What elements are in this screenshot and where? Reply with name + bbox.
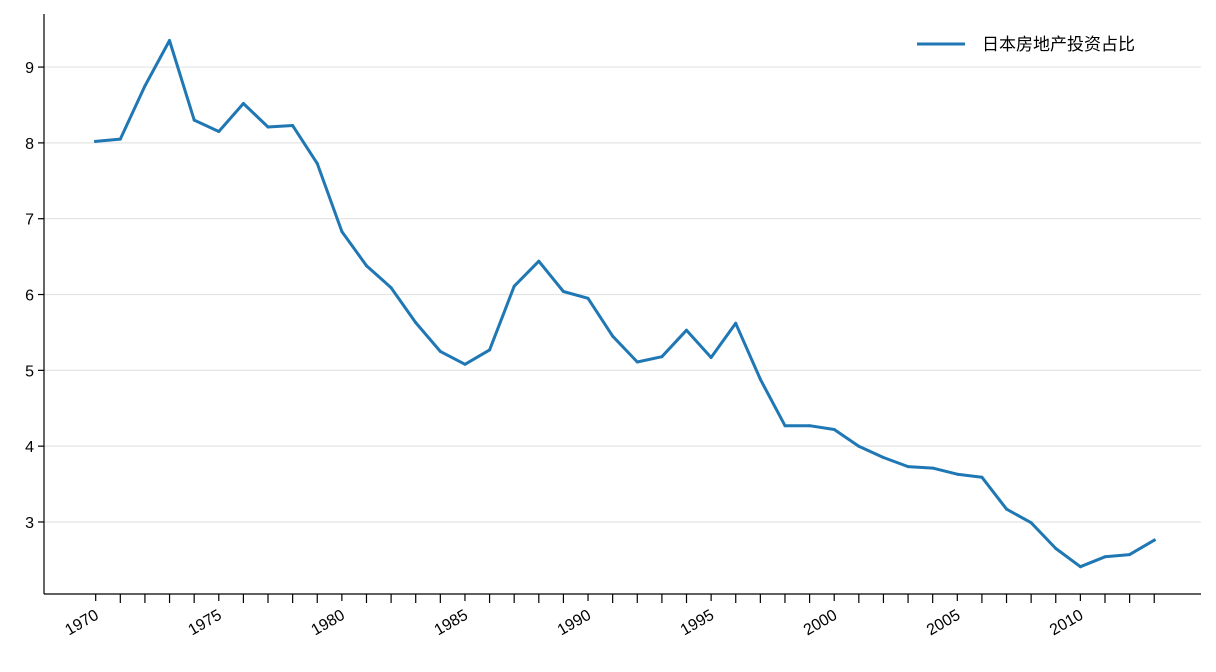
data-point-1992 [635,360,639,364]
data-point-2011 [1103,555,1107,559]
data-point-2010 [1078,565,1082,569]
data-point-1998 [783,424,787,428]
y-tick-label-7: 7 [25,212,34,229]
data-point-1981 [365,264,368,268]
x-tick-label-1990: 1990 [555,607,594,640]
data-point-1991 [611,334,615,338]
data-point-1983 [414,321,418,325]
legend: 日本房地产投资占比 [917,35,1135,55]
data-point-1980 [340,230,344,234]
x-tick-label-2010: 2010 [1047,607,1086,640]
x-tick-label-2000: 2000 [801,607,840,640]
data-point-1995 [709,356,713,359]
data-point-1977 [266,125,270,129]
data-point-1978 [291,124,295,127]
series-layer [94,39,1157,569]
data-point-1975 [217,130,221,133]
data-point-1970 [94,139,98,143]
y-tick-label-9: 9 [25,60,34,77]
data-point-2001 [857,444,861,448]
legend-label: 日本房地产投资占比 [982,35,1135,55]
data-point-1987 [512,284,516,288]
data-point-1988 [537,259,541,263]
data-point-1993 [660,355,664,359]
data-point-1982 [389,286,393,290]
data-point-2004 [931,466,935,470]
data-point-1973 [168,39,171,42]
data-point-1989 [561,290,565,293]
x-tick-label-1980: 1980 [309,607,348,640]
y-tick-label-3: 3 [25,515,34,532]
data-point-1984 [438,349,442,353]
data-point-2000 [832,428,836,431]
data-point-1990 [586,296,590,300]
x-tick-label-1970: 1970 [62,607,101,640]
data-point-1986 [488,348,492,352]
data-point-1976 [241,102,245,105]
y-tick-label-6: 6 [25,288,34,305]
data-point-1996 [734,321,738,325]
data-point-2009 [1054,547,1058,550]
data-point-1974 [192,118,196,122]
gridlines [44,66,1201,523]
data-point-2008 [1029,521,1033,525]
x-tick-label-1975: 1975 [185,607,224,640]
data-point-2003 [906,465,910,469]
data-point-1979 [315,161,319,165]
x-ticks: 1970 1975 1980 1985 1990 1995 2000 2005 2010 [62,594,1155,640]
data-point-2006 [980,475,984,479]
series-line [94,39,1157,569]
y-tick-label-4: 4 [25,439,34,456]
y-tick-label-8: 8 [25,136,34,153]
data-point-1994 [685,328,688,332]
data-point-1972 [143,84,147,88]
data-point-2007 [1005,507,1008,511]
y-ticks: 3 4 5 6 7 8 9 [25,60,44,532]
data-point-1985 [463,362,467,366]
x-tick-label-1995: 1995 [678,607,717,640]
data-point-2013 [1152,538,1156,542]
data-point-2005 [955,472,959,476]
y-tick-label-5: 5 [25,363,34,380]
x-tick-label-1985: 1985 [432,607,471,640]
x-tick-label-2005: 2005 [924,607,963,640]
data-point-1997 [758,377,762,381]
data-point-1971 [118,137,122,141]
data-point-1999 [808,424,812,428]
data-point-2012 [1128,553,1132,557]
data-point-2002 [881,456,885,459]
